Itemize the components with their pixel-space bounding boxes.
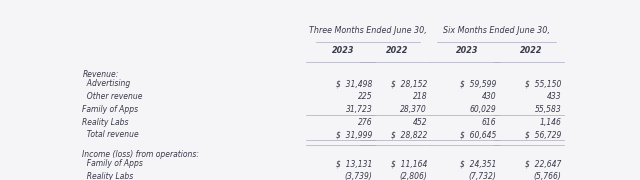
Text: $  28,152: $ 28,152 (391, 79, 428, 88)
Text: Family of Apps: Family of Apps (83, 105, 139, 114)
Text: $  55,150: $ 55,150 (525, 79, 561, 88)
Text: Three Months Ended June 30,: Three Months Ended June 30, (309, 26, 426, 35)
Text: $  31,498: $ 31,498 (336, 79, 372, 88)
Text: 55,583: 55,583 (534, 105, 561, 114)
Text: 218: 218 (413, 92, 428, 101)
Text: 2022: 2022 (386, 46, 409, 55)
Text: Advertising: Advertising (83, 79, 131, 88)
Text: (5,766): (5,766) (533, 172, 561, 180)
Text: $  28,822: $ 28,822 (391, 130, 428, 139)
Text: Family of Apps: Family of Apps (83, 159, 143, 168)
Text: Income (loss) from operations:: Income (loss) from operations: (83, 150, 200, 159)
Text: $  56,729: $ 56,729 (525, 130, 561, 139)
Text: 60,029: 60,029 (470, 105, 497, 114)
Text: $  11,164: $ 11,164 (391, 159, 428, 168)
Text: $  31,999: $ 31,999 (336, 130, 372, 139)
Text: Total revenue: Total revenue (83, 130, 140, 139)
Text: (7,732): (7,732) (468, 172, 497, 180)
Text: 1,146: 1,146 (540, 118, 561, 127)
Text: (2,806): (2,806) (399, 172, 428, 180)
Text: 31,723: 31,723 (346, 105, 372, 114)
Text: Revenue:: Revenue: (83, 70, 119, 79)
Text: 430: 430 (482, 92, 497, 101)
Text: 433: 433 (547, 92, 561, 101)
Text: 2023: 2023 (456, 46, 478, 55)
Text: 452: 452 (413, 118, 428, 127)
Text: $  22,647: $ 22,647 (525, 159, 561, 168)
Text: 616: 616 (482, 118, 497, 127)
Text: 28,370: 28,370 (401, 105, 428, 114)
Text: Six Months Ended June 30,: Six Months Ended June 30, (444, 26, 550, 35)
Text: Reality Labs: Reality Labs (83, 118, 129, 127)
Text: 2022: 2022 (520, 46, 543, 55)
Text: 2023: 2023 (332, 46, 354, 55)
Text: 276: 276 (358, 118, 372, 127)
Text: 225: 225 (358, 92, 372, 101)
Text: Other revenue: Other revenue (83, 92, 143, 101)
Text: $  24,351: $ 24,351 (460, 159, 497, 168)
Text: $  60,645: $ 60,645 (460, 130, 497, 139)
Text: $  13,131: $ 13,131 (336, 159, 372, 168)
Text: (3,739): (3,739) (345, 172, 372, 180)
Text: Reality Labs: Reality Labs (83, 172, 134, 180)
Text: $  59,599: $ 59,599 (460, 79, 497, 88)
